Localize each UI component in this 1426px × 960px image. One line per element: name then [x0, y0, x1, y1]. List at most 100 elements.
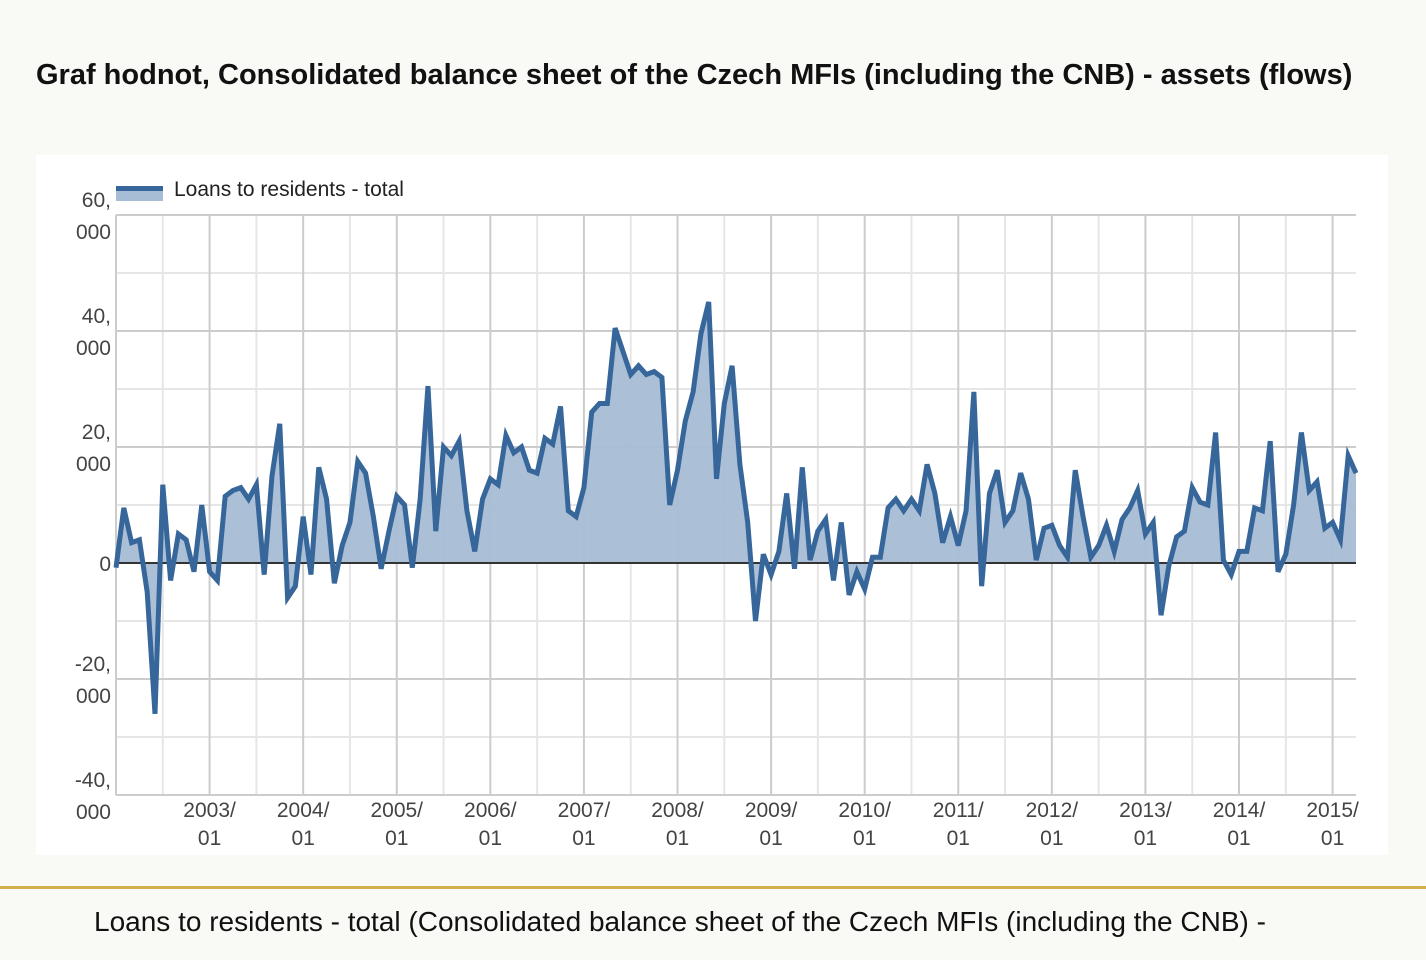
x-tick-label: 2003/01 [183, 799, 236, 850]
data-point [730, 364, 734, 368]
data-point [208, 570, 212, 574]
data-point [948, 515, 952, 519]
data-point [504, 433, 508, 437]
y-tick-line2: 000 [76, 221, 111, 244]
data-point [699, 332, 703, 336]
data-point [1019, 471, 1023, 475]
data-point [566, 509, 570, 513]
y-tick-line2: 000 [76, 337, 111, 360]
data-point [754, 619, 758, 623]
data-point [239, 486, 243, 490]
data-point [824, 518, 828, 522]
y-tick-line1: -20, [75, 653, 111, 676]
y-tick-line1: -40, [75, 769, 111, 792]
data-point [395, 494, 399, 498]
data-point [1299, 431, 1303, 435]
data-point [894, 497, 898, 501]
data-point [855, 570, 859, 574]
data-point [551, 442, 555, 446]
x-tick-label: 2011/01 [933, 799, 984, 850]
data-point [1221, 558, 1225, 562]
data-point [457, 439, 461, 443]
data-point [481, 497, 485, 501]
x-tick-month: 01 [759, 827, 782, 850]
legend[interactable]: Loans to residents - total [116, 178, 404, 201]
data-point [941, 541, 945, 545]
data-point [987, 491, 991, 495]
data-point [652, 370, 656, 374]
data-point [410, 566, 414, 570]
y-tick-line2: 000 [76, 801, 111, 824]
data-point [605, 402, 609, 406]
x-tick-month: 01 [1321, 827, 1344, 850]
x-tick-month: 01 [947, 827, 970, 850]
data-point [1198, 500, 1202, 504]
page-title: Graf hodnot, Consolidated balance sheet … [36, 59, 1353, 91]
data-point [169, 578, 173, 582]
data-point [535, 471, 539, 475]
data-point [995, 468, 999, 472]
legend-label: Loans to residents - total [174, 178, 404, 201]
data-point [1175, 535, 1179, 539]
x-tick-year: 2013/ [1119, 799, 1172, 822]
data-point [309, 573, 313, 577]
data-point [161, 483, 165, 487]
data-point [364, 471, 368, 475]
data-point [473, 549, 477, 553]
data-point [1346, 454, 1350, 458]
data-point [980, 584, 984, 588]
y-tick-line1: 20, [82, 421, 111, 444]
data-point [1120, 518, 1124, 522]
x-tick-year: 2006/ [464, 799, 517, 822]
x-tick-month: 01 [853, 827, 876, 850]
data-point [1331, 520, 1335, 524]
data-point [192, 570, 196, 574]
data-point [1065, 555, 1069, 559]
y-tick-line2: 000 [76, 453, 111, 476]
data-point [808, 558, 812, 562]
x-tick-year: 2004/ [277, 799, 330, 822]
data-point [254, 483, 258, 487]
x-tick-month: 01 [1134, 827, 1157, 850]
data-point [114, 566, 118, 570]
data-point [278, 422, 282, 426]
data-point [870, 555, 874, 559]
data-point [262, 573, 266, 577]
data-point [863, 587, 867, 591]
y-tick-label: -20, 000 [75, 653, 111, 708]
x-tick-label: 2014/01 [1213, 799, 1266, 850]
data-point [629, 373, 633, 377]
y-tick-label: 40, 000 [76, 305, 111, 360]
data-point [1136, 489, 1140, 493]
data-point [1307, 489, 1311, 493]
data-point [691, 390, 695, 394]
x-tick-label: 2004/01 [277, 799, 330, 850]
data-point [746, 520, 750, 524]
data-point [379, 567, 383, 571]
data-point [831, 578, 835, 582]
data-point [418, 497, 422, 501]
data-point [387, 529, 391, 533]
x-tick-month: 01 [479, 827, 502, 850]
x-tick-year: 2012/ [1026, 799, 1079, 822]
data-point [1292, 503, 1296, 507]
data-point [598, 402, 602, 406]
data-point [215, 578, 219, 582]
x-tick-label: 2005/01 [370, 799, 423, 850]
data-point [769, 573, 773, 577]
data-point [301, 515, 305, 519]
data-point [340, 544, 344, 548]
area-layer [116, 302, 1356, 714]
data-point [184, 538, 188, 542]
y-tick-line1: 60, [82, 189, 111, 212]
data-point [1058, 544, 1062, 548]
divider [0, 886, 1426, 889]
data-point [403, 503, 407, 507]
legend-swatch-line [116, 186, 163, 191]
data-point [917, 509, 921, 513]
x-tick-year: 2003/ [183, 799, 236, 822]
data-point [777, 549, 781, 553]
data-point [1089, 555, 1093, 559]
data-point [707, 300, 711, 304]
